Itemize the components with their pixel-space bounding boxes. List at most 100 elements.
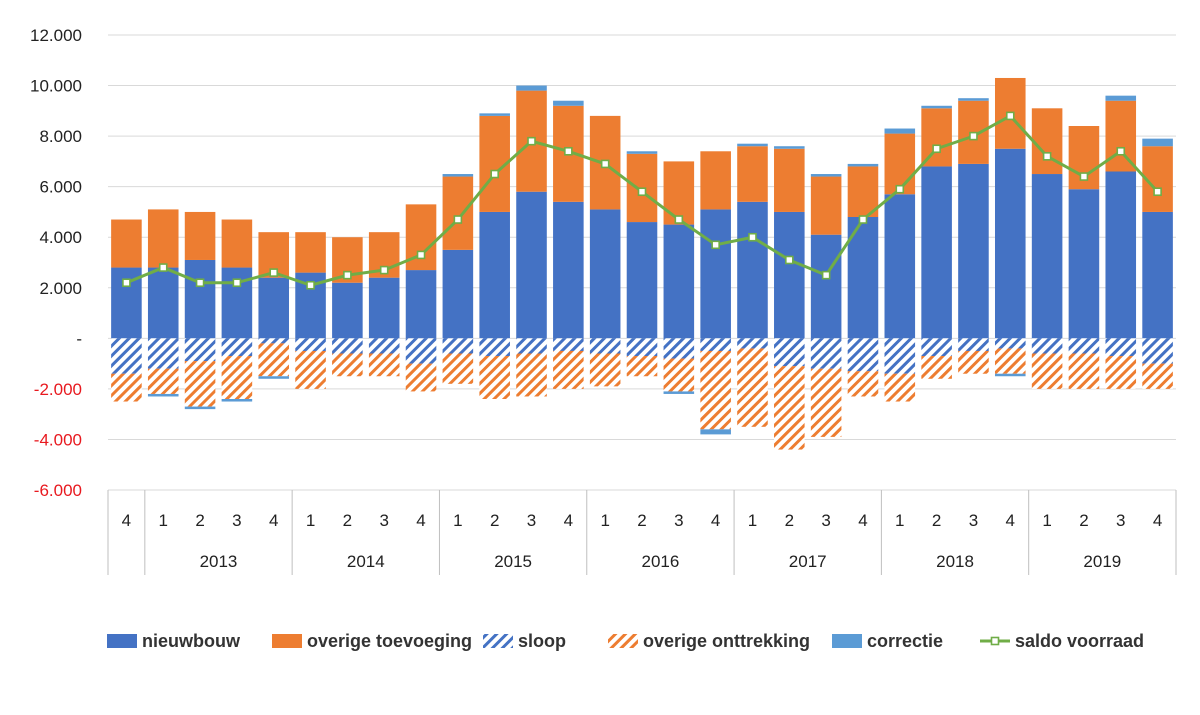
y-tick-label: -4.000	[34, 430, 82, 449]
saldo-point	[1116, 146, 1126, 156]
x-tick-quarter: 2	[195, 511, 204, 530]
bar-nieuwbouw	[516, 191, 547, 339]
bar-nieuwbouw	[700, 209, 731, 339]
saldo-point	[1153, 187, 1162, 197]
saldo-point	[858, 215, 868, 224]
bar-overige-onttrekking	[553, 350, 584, 389]
y-tick-label: 12.000	[30, 26, 82, 45]
bar-nieuwbouw	[884, 194, 916, 339]
bar-sloop	[295, 338, 326, 351]
legend: nieuwbouw overige toevoeging sloop overige …	[107, 631, 1144, 651]
bar-sloop	[332, 338, 363, 354]
bar-nieuwbouw	[810, 234, 842, 339]
bar-nieuwbouw	[1031, 174, 1063, 339]
bar-overige-onttrekking	[810, 368, 842, 437]
saldo-point	[600, 159, 610, 169]
bar-correctie	[847, 163, 879, 167]
legend-label: overige onttrekking	[643, 631, 810, 651]
bar-correctie	[994, 373, 1026, 377]
bar-overige-onttrekking	[994, 348, 1026, 374]
bar-sloop	[442, 338, 474, 354]
saldo-point	[564, 146, 573, 156]
bar-overige-onttrekking	[700, 350, 731, 430]
saldo-point	[895, 184, 905, 194]
bar-sloop	[663, 338, 695, 359]
bar-correctie	[1105, 95, 1137, 101]
saldo-point	[1005, 111, 1015, 121]
bar-correctie	[921, 105, 952, 109]
x-tick-quarter: 3	[232, 511, 241, 530]
bar-overige-onttrekking	[332, 353, 363, 377]
bar-overige-onttrekking	[884, 373, 916, 402]
bar-correctie	[221, 399, 253, 402]
bar-nieuwbouw	[479, 211, 510, 339]
y-tick-label: 10.000	[30, 77, 82, 96]
legend-label: overige toevoeging	[307, 631, 472, 651]
bar-overige-onttrekking	[774, 366, 805, 450]
legend-label: sloop	[518, 631, 566, 651]
saldo-point	[785, 255, 794, 265]
bar-correctie	[258, 376, 290, 379]
bar-sloop	[1142, 338, 1173, 364]
bar-sloop	[221, 338, 253, 357]
bar-nieuwbouw	[332, 282, 363, 339]
y-tick-label: 8.000	[39, 127, 82, 146]
x-tick-quarter: 4	[269, 511, 278, 530]
bar-nieuwbouw	[737, 201, 768, 339]
saldo-point	[969, 131, 978, 141]
x-tick-quarter: 3	[821, 511, 830, 530]
bar-correctie	[700, 429, 731, 435]
bar-correctie	[516, 85, 547, 91]
legend-swatch	[483, 634, 513, 648]
bar-nieuwbouw	[921, 166, 952, 339]
bar-nieuwbouw	[405, 270, 437, 339]
bar-overige-onttrekking	[1068, 353, 1100, 389]
bar-overige-toevoeging	[1031, 108, 1063, 175]
saldo-point	[158, 263, 168, 272]
saldo-point	[232, 278, 242, 288]
legend-swatch	[832, 634, 862, 648]
bar-sloop	[810, 338, 842, 369]
legend-label: saldo voorraad	[1015, 631, 1144, 651]
bar-overige-toevoeging	[111, 219, 142, 268]
bar-overige-onttrekking	[516, 353, 547, 397]
bar-sloop	[921, 338, 952, 357]
bar-nieuwbouw	[626, 222, 658, 339]
bar-overige-onttrekking	[442, 353, 474, 384]
saldo-point	[379, 265, 389, 275]
x-tick-quarter: 4	[416, 511, 425, 530]
saldo-point	[932, 144, 941, 154]
x-tick-quarter: 4	[564, 511, 573, 530]
bar-correctie	[810, 174, 842, 177]
bar-sloop	[405, 338, 437, 364]
x-tick-quarter: 4	[1153, 511, 1162, 530]
bar-correctie	[479, 113, 510, 116]
x-tick-quarter: 2	[932, 511, 941, 530]
x-tick-quarter: 4	[858, 511, 867, 530]
bar-nieuwbouw	[958, 163, 989, 339]
bar-overige-toevoeging	[884, 133, 916, 195]
saldo-point	[821, 270, 831, 280]
saldo-point	[748, 232, 757, 242]
y-tick-label: -2.000	[34, 380, 82, 399]
bar-nieuwbouw	[1142, 211, 1173, 339]
bar-nieuwbouw	[147, 267, 179, 339]
bar-overige-toevoeging	[847, 166, 879, 217]
saldo-point	[527, 136, 536, 146]
bar-sloop	[184, 338, 216, 362]
bar-overige-onttrekking	[368, 353, 400, 377]
bar-overige-onttrekking	[1142, 363, 1173, 389]
bar-correctie	[184, 406, 216, 410]
saldo-point	[195, 278, 205, 288]
x-tick-quarter: 3	[1116, 511, 1125, 530]
x-tick-quarter: 1	[453, 511, 462, 530]
x-tick-year: 2014	[347, 552, 385, 571]
bar-overige-toevoeging	[442, 176, 474, 250]
bar-nieuwbouw	[589, 209, 621, 339]
bar-sloop	[147, 338, 179, 369]
bar-sloop	[258, 338, 290, 344]
bar-correctie	[147, 393, 179, 397]
bar-sloop	[847, 338, 879, 372]
bar-overige-toevoeging	[737, 146, 768, 202]
